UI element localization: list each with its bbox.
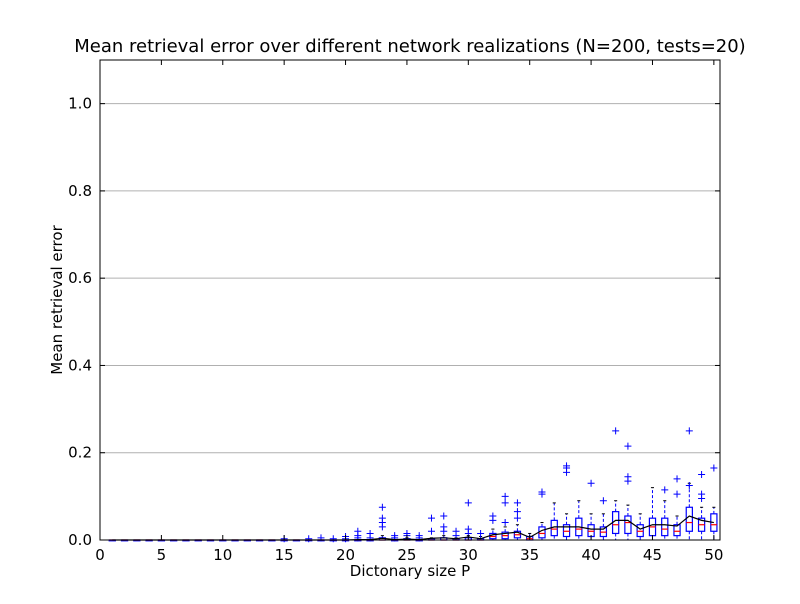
box-49	[697, 471, 706, 541]
box-body	[636, 524, 644, 538]
outlier-marker	[440, 523, 448, 531]
outlier-marker	[354, 527, 362, 535]
box-34	[513, 499, 522, 541]
outlier-marker	[477, 529, 485, 537]
outlier-marker	[464, 499, 472, 507]
outlier-marker	[513, 508, 521, 516]
outlier-marker	[698, 490, 706, 498]
outlier-marker	[305, 535, 313, 543]
box-43	[624, 442, 632, 541]
outlier-marker	[415, 532, 423, 540]
outlier-marker	[624, 473, 632, 481]
axes-frame	[99, 59, 721, 541]
box-47	[673, 475, 681, 541]
y-tick-label: 0.0	[68, 531, 92, 549]
y-tick-label: 0.6	[68, 269, 92, 287]
outlier-marker	[501, 492, 509, 500]
box-body	[661, 517, 669, 537]
outlier-marker	[513, 514, 521, 522]
y-axis-label: Mean retrieval error	[48, 224, 66, 374]
box-44	[636, 513, 644, 541]
outlier-marker	[599, 497, 607, 505]
x-tick-label: 10	[213, 546, 232, 564]
outlier-marker	[329, 535, 337, 543]
outlier-marker	[513, 499, 521, 507]
outlier-marker	[464, 525, 472, 533]
box-40	[587, 479, 595, 541]
x-tick-label: 50	[704, 546, 723, 564]
outlier-marker	[452, 527, 460, 535]
outlier-marker	[612, 427, 620, 435]
axis-ticks: 0.0 0.2 0.4 0.6 0.8 1.0 0 5 10 15 20 25 30 35 40 45 50	[68, 60, 723, 564]
outlier-marker	[538, 488, 546, 496]
box-body	[624, 515, 632, 535]
chart-title: Mean retrieval error over different netw…	[74, 36, 745, 57]
outlier-marker	[378, 503, 386, 511]
outlier-marker	[489, 512, 497, 520]
x-tick-label: 30	[459, 546, 478, 564]
outlier-marker	[673, 475, 681, 483]
x-tick-label: 40	[582, 546, 601, 564]
outlier-marker	[391, 532, 399, 540]
x-tick-label: 45	[643, 546, 662, 564]
outlier-marker	[685, 481, 693, 489]
y-tick-label: 1.0	[68, 95, 92, 113]
outlier-marker	[427, 527, 435, 535]
outlier-marker	[427, 514, 435, 522]
x-tick-label: 0	[95, 546, 105, 564]
x-axis-label: Dictonary size P	[350, 562, 470, 580]
x-tick-label: 15	[275, 546, 294, 564]
y-tick-label: 0.8	[68, 182, 92, 200]
outlier-marker	[698, 471, 706, 479]
outlier-marker	[440, 512, 448, 520]
y-tick-label: 0.2	[68, 444, 92, 462]
box-42	[611, 427, 620, 541]
x-tick-label: 35	[520, 546, 539, 564]
outlier-marker	[710, 464, 718, 472]
box-body	[562, 524, 571, 538]
outlier-marker	[366, 529, 374, 537]
outlier-marker	[673, 490, 681, 498]
box-body	[673, 524, 681, 537]
outlier-marker	[501, 499, 509, 507]
x-tick-label: 20	[336, 546, 355, 564]
outlier-marker	[685, 427, 693, 435]
outlier-marker	[501, 519, 509, 527]
outlier-marker	[563, 462, 571, 470]
grid-lines	[100, 103, 720, 454]
outlier-marker	[624, 442, 632, 450]
outlier-marker	[661, 486, 669, 494]
x-tick-label: 5	[157, 546, 167, 564]
box-41	[599, 497, 608, 541]
y-tick-label: 0.4	[68, 356, 92, 374]
box-46	[661, 486, 669, 541]
outlier-marker	[378, 514, 386, 522]
outlier-marker	[587, 479, 595, 487]
x-tick-label: 25	[397, 546, 416, 564]
